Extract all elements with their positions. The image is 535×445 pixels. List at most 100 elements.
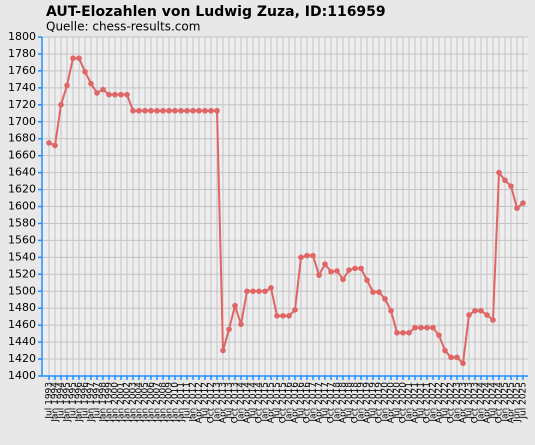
y-tick-label: 1480	[8, 301, 36, 314]
point	[466, 312, 472, 318]
x-tick-label: Jul 2024	[489, 382, 499, 420]
point	[394, 329, 400, 336]
x-tick-label: Oct 2021	[423, 382, 433, 423]
x-tick-label: Oct 2024	[495, 382, 505, 424]
x-tick-label: Jul 2023	[465, 382, 475, 420]
point	[244, 288, 250, 295]
x-tick-label: Jan 2024	[477, 382, 487, 423]
point	[166, 107, 172, 114]
x-tick-label: Oct 2013	[231, 382, 241, 423]
x-tick-label: Jul 2013	[225, 382, 235, 420]
x-tick-label: Jan 2008	[159, 382, 169, 423]
x-tick-label: Jul 1997	[93, 382, 103, 420]
point	[364, 277, 370, 284]
point	[520, 200, 526, 206]
y-tick-label: 1500	[8, 284, 36, 297]
point	[400, 329, 406, 336]
x-tick-label: Oct 2020	[399, 382, 409, 424]
point	[508, 183, 514, 189]
y-tick-label: 1640	[8, 166, 36, 179]
point	[298, 254, 304, 261]
x-tick-label: Jan 2002	[123, 382, 133, 423]
point	[376, 289, 382, 295]
x-tick-label: Jan 2017	[309, 382, 319, 423]
point	[70, 55, 76, 61]
point	[514, 205, 520, 211]
point	[208, 107, 214, 114]
x-tick-label: Apr 2013	[219, 382, 229, 423]
point	[370, 289, 376, 295]
x-tick-label: Jul 2015	[273, 382, 283, 420]
y-tick-label: 1600	[8, 200, 36, 213]
point	[232, 302, 238, 309]
point	[190, 107, 196, 114]
point	[358, 265, 364, 272]
x-tick-label: Jan 2011	[177, 382, 187, 423]
x-tick-label: Jan 1997	[87, 382, 97, 423]
point	[352, 265, 358, 272]
x-tick-label: Apr 2018	[339, 382, 349, 424]
x-tick-label: Jan 2000	[111, 382, 121, 423]
point	[448, 354, 454, 361]
x-tick-label: Jan 2013	[213, 382, 223, 423]
point	[472, 307, 478, 314]
x-tick-label: Jan 1995	[63, 382, 73, 423]
point	[454, 354, 460, 361]
point	[334, 268, 340, 274]
x-tick-label: Jan 2010	[171, 382, 181, 423]
x-tick-label: Jan 2022	[429, 382, 439, 423]
x-tick-label: Jan 2025	[501, 382, 511, 423]
x-tick-label: Apr 2020	[387, 382, 397, 424]
x-tick-label: Apr 2015	[267, 382, 277, 423]
point	[46, 140, 52, 146]
point	[214, 107, 220, 114]
point	[436, 332, 442, 339]
x-tick-label: Jul 2025	[519, 382, 529, 420]
point	[484, 312, 490, 318]
point	[94, 90, 100, 96]
x-tick-label: Oct 2022	[447, 382, 457, 423]
point	[238, 321, 244, 328]
point	[490, 317, 496, 323]
x-tick-label: Jul 1995	[69, 382, 79, 420]
point	[178, 107, 184, 114]
x-tick-label: Oct 2017	[327, 382, 337, 423]
chart-title: AUT-Elozahlen von Ludwig Zuza, ID:116959	[46, 4, 386, 20]
x-tick-label: Apr 2023	[459, 382, 469, 423]
y-tick-label: 1700	[8, 115, 36, 128]
x-tick-label: Jan 2020	[381, 382, 391, 423]
point	[154, 107, 160, 114]
x-tick-label: Oct 2016	[303, 382, 313, 424]
x-tick-label: Jul 2021	[417, 382, 427, 420]
point	[388, 307, 394, 314]
point	[88, 80, 94, 87]
x-tick-label: Jan 1999	[105, 382, 115, 423]
x-tick-label: Jan 2005	[141, 382, 151, 423]
x-tick-label: Apr 2025	[507, 382, 517, 423]
x-tick-label: Apr 2017	[315, 382, 325, 423]
x-tick-label: Apr 2012	[195, 382, 205, 423]
x-tick-label: Jan 2007	[153, 382, 163, 423]
x-tick-label: Jan 2019	[357, 382, 367, 423]
x-tick-label: Oct 2015	[279, 382, 289, 423]
x-tick-label: Jul 2012	[201, 382, 211, 420]
point	[274, 313, 280, 319]
point	[382, 296, 388, 302]
point	[52, 142, 58, 149]
point	[430, 324, 436, 331]
y-tick-label: 1560	[8, 233, 36, 246]
point	[148, 107, 154, 114]
point	[184, 107, 190, 114]
x-tick-label: Jan 2014	[237, 382, 247, 423]
x-tick-label: Apr 2021	[411, 382, 421, 423]
point	[124, 91, 130, 98]
x-tick-label: Jan 1994	[51, 382, 61, 423]
point	[346, 267, 352, 273]
x-tick-label: Oct 2019	[375, 382, 385, 424]
x-tick-label: Apr 2022	[435, 382, 445, 423]
point	[310, 252, 316, 259]
point	[322, 261, 328, 267]
y-tick-label: 1660	[8, 149, 36, 162]
point	[136, 107, 142, 114]
point	[424, 324, 430, 331]
